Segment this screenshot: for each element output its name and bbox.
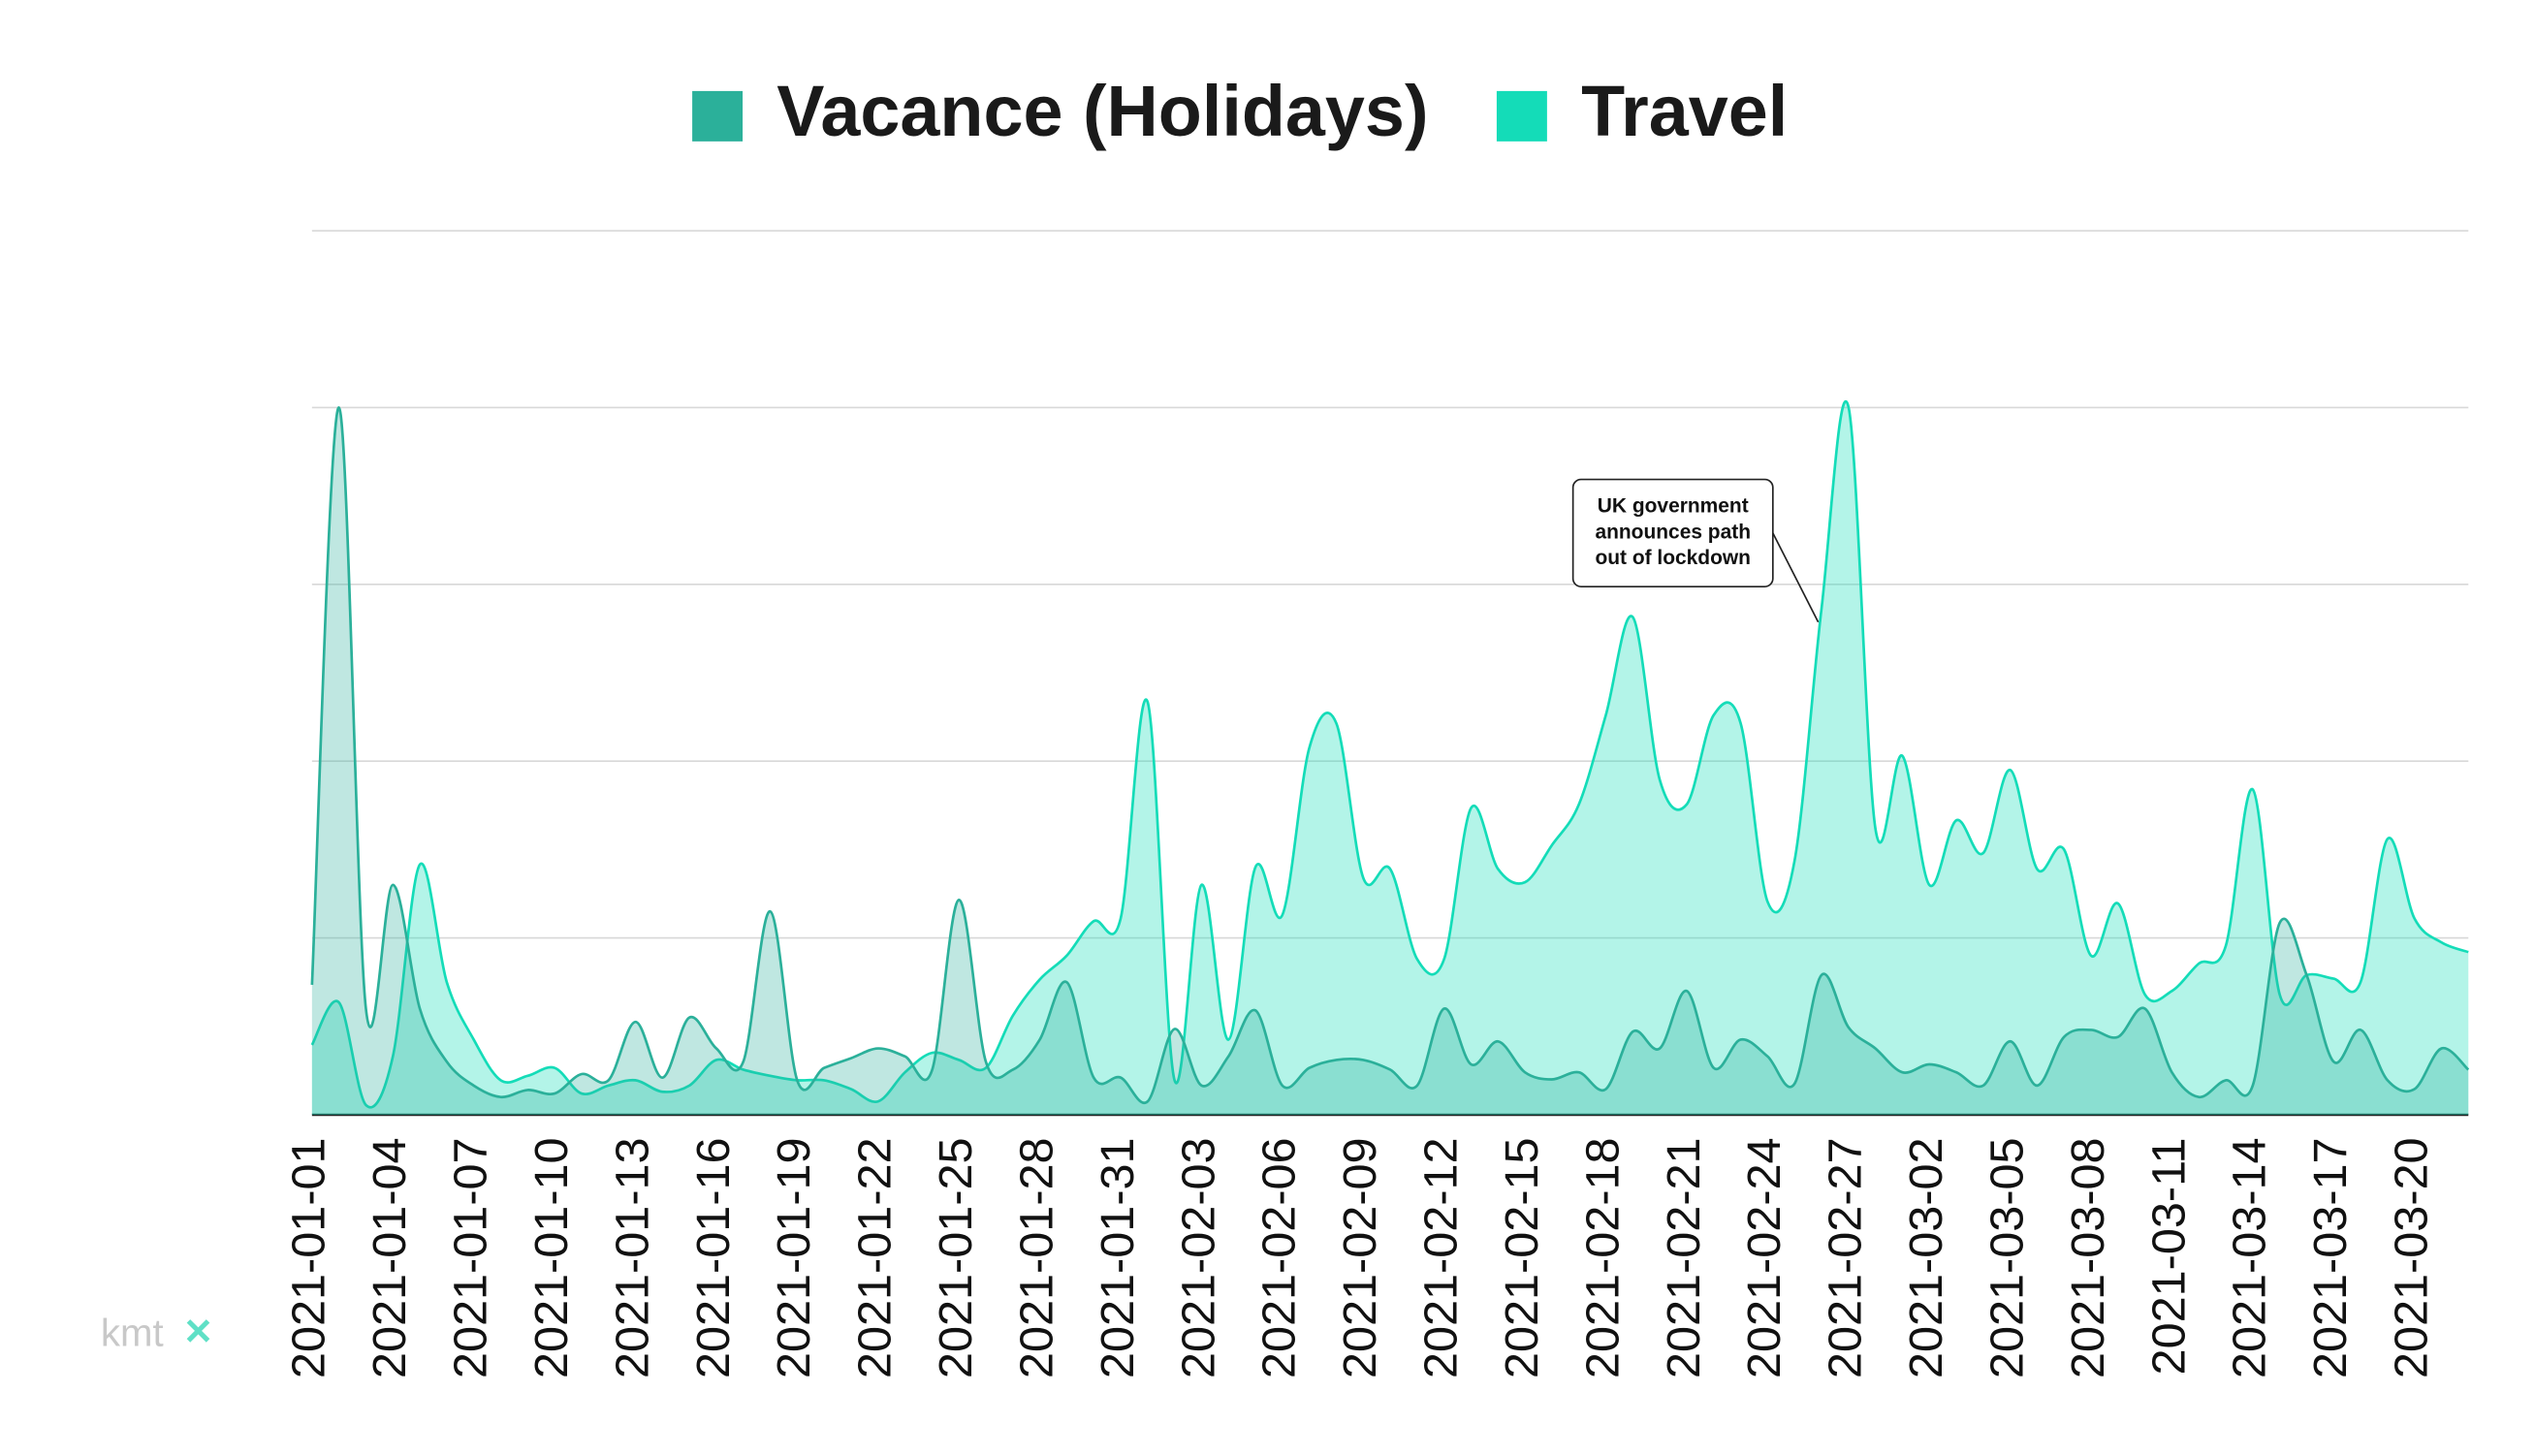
x-tick-label: 2021-03-14	[2224, 1137, 2276, 1378]
x-tick-label: 2021-02-18	[1576, 1137, 1629, 1378]
x-tick-label: 2021-03-11	[2142, 1137, 2195, 1375]
x-tick-label: 2021-01-25	[930, 1137, 982, 1378]
x-tick-label: 2021-01-13	[606, 1137, 658, 1378]
grid	[311, 230, 2469, 1117]
annotation-text: out of lockdown	[1595, 547, 1750, 569]
areas	[310, 399, 2470, 1115]
x-tick-label: 2021-01-28	[1010, 1137, 1062, 1378]
legend: Vacance (Holidays) Travel	[692, 71, 1788, 151]
x-tick-label: 2021-02-09	[1334, 1137, 1386, 1378]
annotation: UK government announces path out of lock…	[1571, 478, 1820, 623]
x-tick-label: 2021-01-19	[768, 1137, 820, 1378]
legend-label: Travel	[1581, 71, 1788, 151]
watermark-text: kmt	[101, 1312, 164, 1355]
annotation-text: UK government	[1598, 495, 1749, 518]
x-tick-label: 2021-01-16	[687, 1137, 740, 1378]
x-tick-label: 2021-02-27	[1820, 1137, 1872, 1378]
watermark: kmt	[101, 1312, 210, 1355]
x-tick-label: 2021-01-07	[445, 1137, 497, 1378]
legend-label: Vacance (Holidays)	[776, 71, 1428, 151]
x-tick-label: 2021-03-20	[2386, 1137, 2438, 1378]
x-tick-label: 2021-01-10	[525, 1137, 578, 1378]
x-tick-label: 2021-01-04	[364, 1137, 416, 1378]
legend-swatch	[692, 90, 744, 142]
area-line	[310, 406, 2470, 1105]
x-tick-label: 2021-02-21	[1658, 1137, 1710, 1378]
x-tick-label: 2021-01-31	[1092, 1137, 1144, 1378]
area-fill	[311, 401, 2469, 1115]
annotation-text: announces path	[1595, 521, 1751, 543]
x-tick-label: 2021-01-22	[849, 1137, 902, 1378]
x-tick-label: 2021-02-24	[1738, 1137, 1790, 1378]
x-tick-label: 2021-02-06	[1253, 1137, 1306, 1378]
area-line	[310, 399, 2469, 1109]
legend-swatch	[1496, 90, 1547, 142]
x-tick-label: 2021-03-05	[1980, 1137, 2033, 1378]
x-tick-label: 2021-02-12	[1415, 1137, 1468, 1378]
annotation-leader	[1772, 532, 1820, 623]
x-tick-label: 2021-02-15	[1496, 1137, 1548, 1378]
x-tick-label: 2021-03-02	[1900, 1137, 1952, 1378]
x-tick-label: 2021-03-08	[2062, 1137, 2114, 1378]
x-tick-label: 2021-03-17	[2304, 1137, 2357, 1378]
x-tick-label: 2021-01-01	[283, 1137, 335, 1378]
watermark-icon	[186, 1319, 210, 1343]
x-axis: 2021-01-01 2021-01-04 2021-01-07 2021-01-10…	[283, 1137, 2438, 1378]
x-tick-label: 2021-02-03	[1172, 1137, 1224, 1378]
